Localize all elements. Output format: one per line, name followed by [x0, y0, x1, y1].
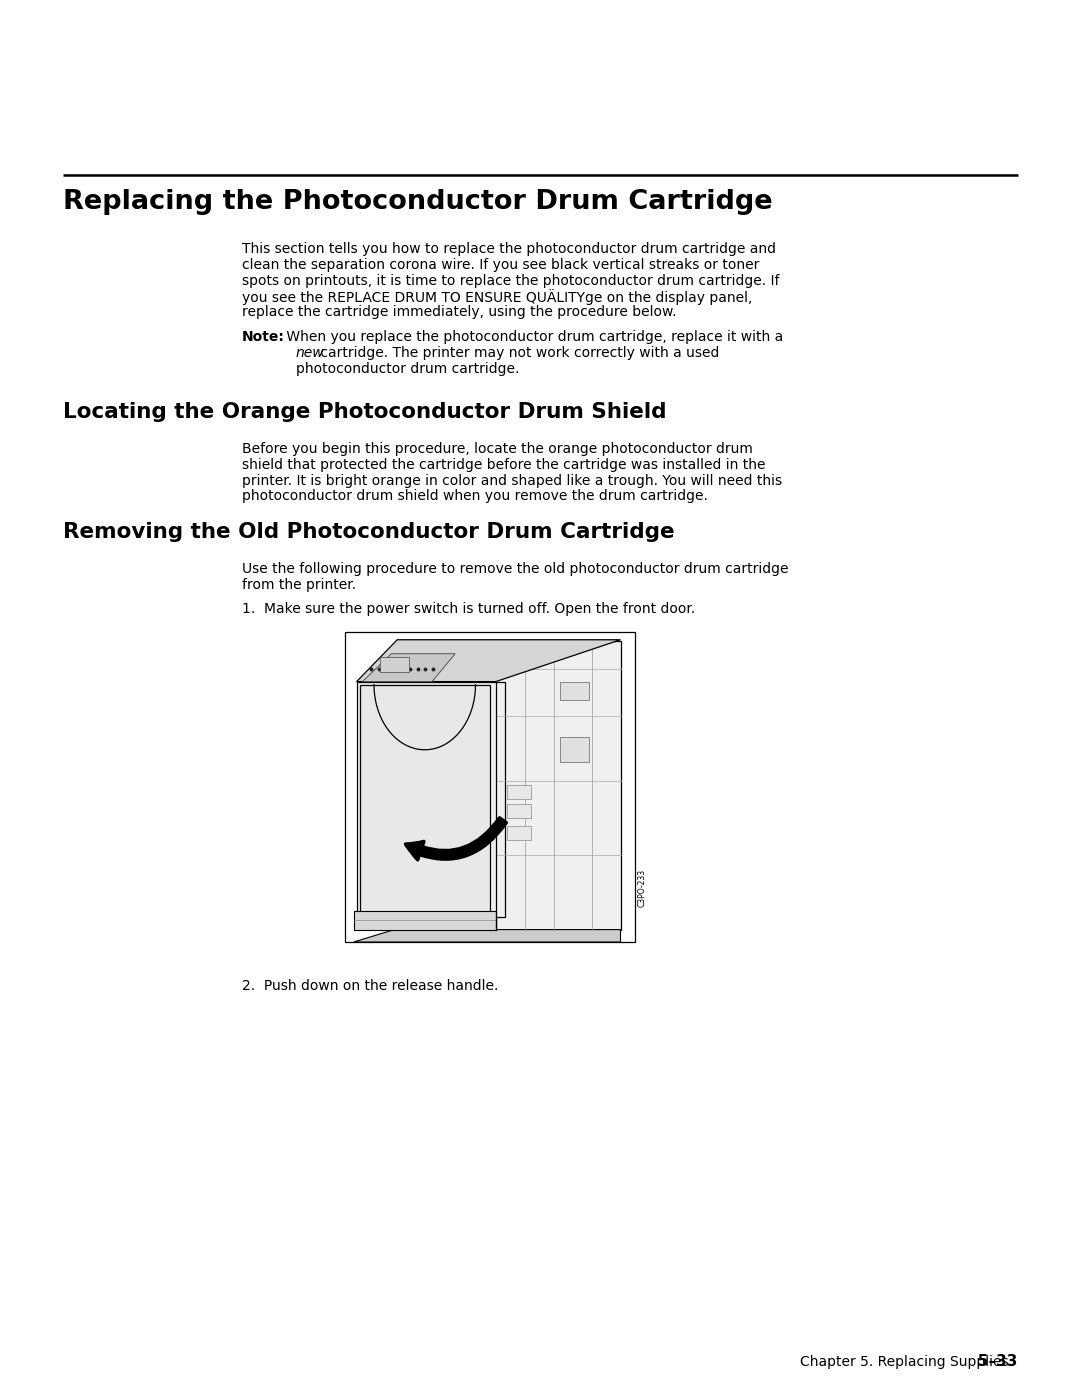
Text: shield that protected the cartridge before the cartridge was installed in the: shield that protected the cartridge befo… — [242, 458, 766, 472]
Text: Note:: Note: — [242, 330, 285, 344]
Text: spots on printouts, it is time to replace the photoconductor drum cartridge. If: spots on printouts, it is time to replac… — [242, 274, 780, 288]
Bar — [496, 641, 621, 929]
Polygon shape — [354, 911, 496, 929]
Text: cartridge. The printer may not work correctly with a used: cartridge. The printer may not work corr… — [316, 346, 720, 360]
Text: Locating the Orange Photoconductor Drum Shield: Locating the Orange Photoconductor Drum … — [63, 402, 666, 422]
Text: from the printer.: from the printer. — [242, 578, 356, 592]
Text: 5–33: 5–33 — [752, 1354, 1017, 1369]
Text: photoconductor drum shield when you remove the drum cartridge.: photoconductor drum shield when you remo… — [242, 489, 707, 503]
FancyArrowPatch shape — [405, 817, 507, 859]
Bar — [559, 738, 589, 763]
Text: Before you begin this procedure, locate the orange photoconductor drum: Before you begin this procedure, locate … — [242, 441, 753, 455]
Text: Use the following procedure to remove the old photoconductor drum cartridge: Use the following procedure to remove th… — [242, 562, 788, 576]
Text: clean the separation corona wire. If you see black vertical streaks or toner: clean the separation corona wire. If you… — [242, 258, 759, 272]
Text: Replacing the Photoconductor Drum Cartridge: Replacing the Photoconductor Drum Cartri… — [63, 189, 772, 215]
Bar — [508, 826, 530, 840]
Bar — [559, 682, 589, 700]
Text: This section tells you how to replace the photoconductor drum cartridge and: This section tells you how to replace th… — [242, 242, 777, 256]
Polygon shape — [356, 640, 621, 682]
Text: When you replace the photoconductor drum cartridge, replace it with a: When you replace the photoconductor drum… — [282, 330, 783, 344]
Bar — [345, 631, 635, 942]
Text: new: new — [296, 346, 325, 360]
Text: replace the cartridge immediately, using the procedure below.: replace the cartridge immediately, using… — [242, 305, 676, 319]
Polygon shape — [360, 685, 490, 918]
Text: C3PO-233: C3PO-233 — [638, 869, 647, 907]
Bar — [508, 805, 530, 819]
Text: photoconductor drum cartridge.: photoconductor drum cartridge. — [296, 362, 519, 376]
Text: Chapter 5. Replacing Supplies: Chapter 5. Replacing Supplies — [799, 1355, 1017, 1369]
Text: printer. It is bright orange in color and shaped like a trough. You will need th: printer. It is bright orange in color an… — [242, 474, 782, 488]
Bar — [508, 785, 530, 799]
Text: Removing the Old Photoconductor Drum Cartridge: Removing the Old Photoconductor Drum Car… — [63, 522, 675, 542]
Text: 2.  Push down on the release handle.: 2. Push down on the release handle. — [242, 979, 498, 993]
Polygon shape — [363, 654, 455, 682]
Bar — [380, 657, 409, 672]
Text: you see the REPLACE DRUM TO ENSURE QUÄLITYge on the display panel,: you see the REPLACE DRUM TO ENSURE QUÄLI… — [242, 289, 753, 306]
Bar — [356, 682, 504, 918]
Text: 1.  Make sure the power switch is turned off. Open the front door.: 1. Make sure the power switch is turned … — [242, 602, 696, 616]
Polygon shape — [354, 929, 621, 942]
